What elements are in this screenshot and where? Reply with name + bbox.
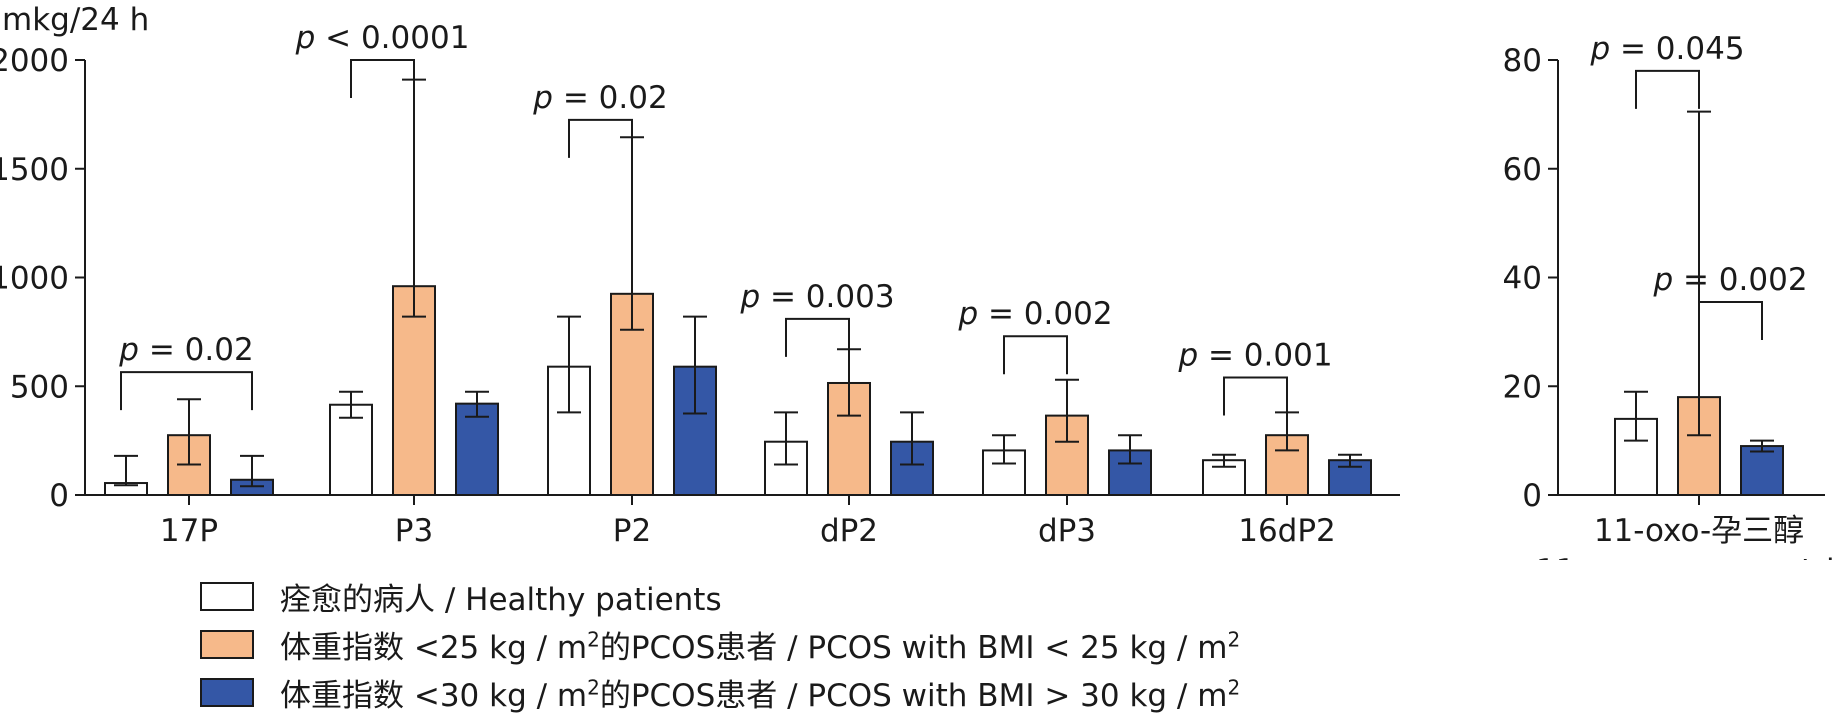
significance-bracket [1635, 69, 1700, 109]
y-axis-label: mkg/24 h [2, 2, 149, 38]
legend-swatch-bmi-under-25 [200, 629, 254, 659]
chart-panel-2: 0 20 40 60 80 11-oxo-孕三醇 11-oxo-pregnanetriol p… [1503, 31, 1843, 560]
legend-swatch-healthy [200, 581, 254, 611]
x-tick-label: 17P [160, 513, 218, 549]
y-tick-label: 1000 [0, 261, 69, 297]
significance-bracket [350, 59, 415, 98]
p-value-label: p = 0.003 [739, 279, 894, 315]
p-value-label: p = 0.002 [1652, 262, 1807, 298]
bar [1740, 445, 1784, 496]
bar [329, 403, 373, 496]
significance-bracket [1698, 300, 1763, 340]
legend-swatch-bmi-over-30 [200, 677, 254, 707]
legend-item-bmi-under-25: 体重指数 <25 kg / m2的PCOS患者 / PCOS with BMI … [200, 620, 1240, 668]
x-tick-label: P2 [613, 513, 651, 549]
y-tick-label: 0 [49, 478, 69, 514]
legend: 痊愈的病人 / Healthy patients 体重指数 <25 kg / m… [200, 572, 1240, 716]
p-value-label: p = 0.002 [957, 296, 1112, 332]
y-tick-label: 40 [1503, 261, 1542, 297]
legend-label-bmi-over-30: 体重指数 <30 kg / m2的PCOS患者 / PCOS with BMI … [280, 675, 1241, 714]
significance-bracket [1003, 335, 1068, 375]
x-tick-label: dP2 [820, 513, 878, 549]
legend-label-bmi-under-25: 体重指数 <25 kg / m2的PCOS患者 / PCOS with BMI … [280, 627, 1241, 666]
x-tick-label: 16dP2 [1238, 513, 1336, 549]
y-tick-label: 20 [1503, 369, 1542, 405]
legend-item-bmi-over-30: 体重指数 <30 kg / m2的PCOS患者 / PCOS with BMI … [200, 668, 1240, 716]
x-tick-label: 11-oxo-孕三醇 [1594, 513, 1804, 549]
chart: 0 500 1000 1500 2000 mkg/24 h 17P P3 P2 dP2 dP3 16d… [0, 2, 1843, 560]
p-value-label: p < 0.0001 [295, 20, 470, 56]
p-value-label: p = 0.02 [118, 332, 253, 368]
significance-bracket [568, 118, 633, 158]
p-value-label: p = 0.02 [532, 80, 667, 116]
x-tick-label: dP3 [1038, 513, 1096, 549]
y-tick-label: 2000 [0, 43, 69, 79]
bar [982, 449, 1026, 497]
chart-panel-1: 0 500 1000 1500 2000 mkg/24 h 17P P3 P2 dP2 dP3 16d… [0, 2, 1400, 549]
p-value-label: p = 0.001 [1177, 338, 1332, 374]
bar [392, 285, 436, 497]
legend-label-healthy: 痊愈的病人 / Healthy patients [280, 581, 722, 618]
bar [455, 402, 499, 496]
significance-bracket [120, 371, 253, 411]
y-tick-label: 0 [1522, 478, 1542, 514]
p-value-label: p = 0.045 [1589, 31, 1744, 67]
x-tick-label-line2: 11-oxo-pregnanetriol [1536, 553, 1843, 560]
significance-bracket [785, 317, 850, 357]
y-tick-label: 1500 [0, 152, 69, 188]
significance-bracket [1223, 376, 1288, 416]
y-tick-label: 80 [1503, 43, 1542, 79]
x-tick-label: P3 [395, 513, 433, 549]
y-tick-label: 500 [10, 369, 69, 405]
y-tick-label: 60 [1503, 152, 1542, 188]
legend-item-healthy: 痊愈的病人 / Healthy patients [200, 572, 1240, 620]
